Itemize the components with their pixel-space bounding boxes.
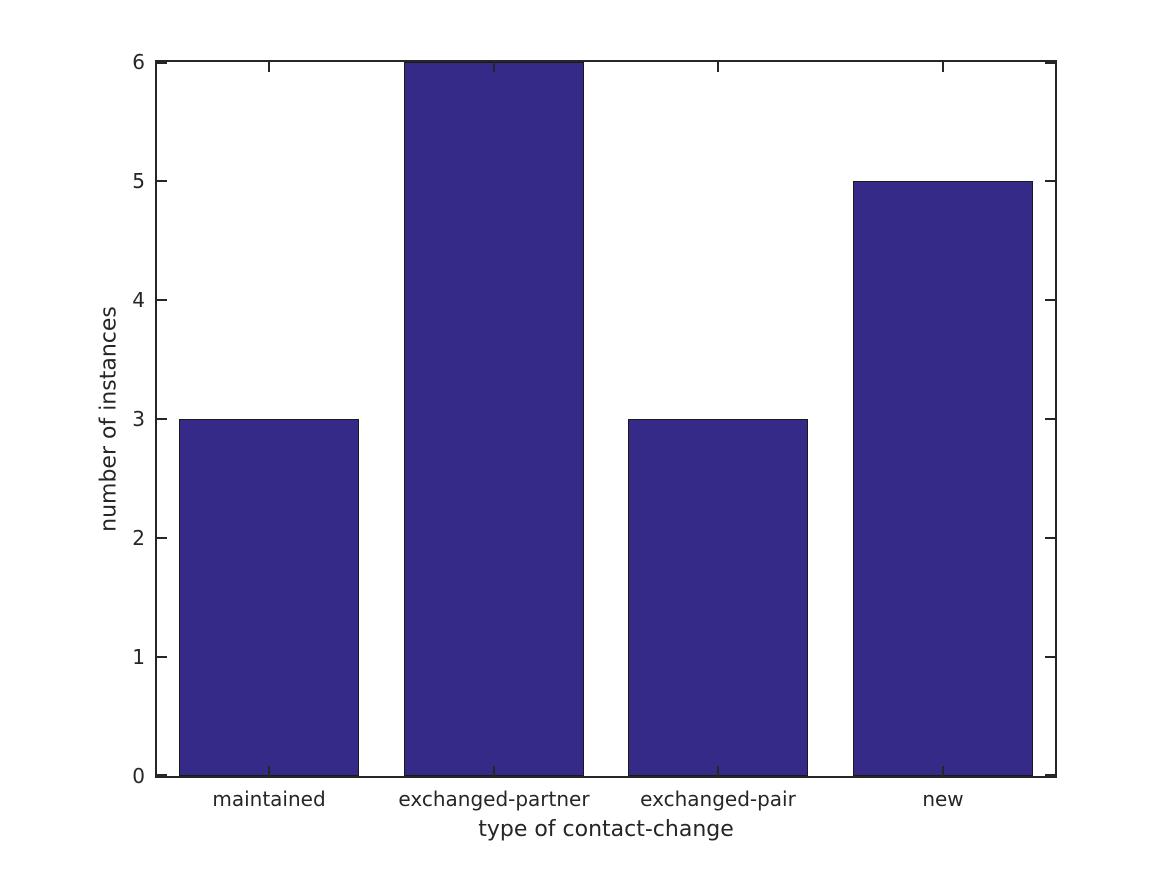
y-tick-mark — [1045, 62, 1055, 64]
y-tick-label: 0 — [132, 764, 145, 788]
y-tick-mark — [157, 774, 167, 776]
y-tick-mark — [157, 62, 167, 64]
x-tick-label: exchanged-partner — [398, 787, 590, 811]
x-axis-label: type of contact-change — [478, 817, 734, 842]
y-axis-label: number of instances — [96, 306, 122, 532]
y-tick-mark — [157, 180, 167, 182]
x-tick-mark — [493, 62, 495, 72]
y-tick-mark — [1045, 537, 1055, 539]
y-tick-label: 5 — [132, 169, 145, 193]
x-tick-label: maintained — [212, 787, 326, 811]
y-tick-mark — [157, 299, 167, 301]
x-tick-mark — [493, 766, 495, 776]
x-tick-mark — [942, 62, 944, 72]
x-tick-mark — [717, 62, 719, 72]
y-tick-label: 1 — [132, 645, 145, 669]
y-tick-mark — [1045, 774, 1055, 776]
y-tick-label: 2 — [132, 526, 145, 550]
x-tick-label: exchanged-pair — [640, 787, 796, 811]
y-tick-label: 6 — [132, 50, 145, 74]
y-tick-mark — [157, 418, 167, 420]
x-tick-mark — [942, 766, 944, 776]
y-tick-mark — [1045, 299, 1055, 301]
y-tick-mark — [1045, 180, 1055, 182]
y-tick-mark — [1045, 656, 1055, 658]
bar-new — [853, 181, 1033, 776]
y-tick-label: 4 — [132, 288, 145, 312]
x-tick-label: new — [922, 787, 964, 811]
bar-exchanged-pair — [628, 419, 808, 776]
x-tick-mark — [717, 766, 719, 776]
y-tick-mark — [1045, 418, 1055, 420]
y-tick-mark — [157, 656, 167, 658]
y-tick-label: 3 — [132, 407, 145, 431]
x-tick-mark — [268, 766, 270, 776]
y-tick-mark — [157, 537, 167, 539]
bar-maintained — [179, 419, 359, 776]
bar-exchanged-partner — [404, 62, 584, 776]
plot-area — [155, 60, 1057, 778]
x-tick-mark — [268, 62, 270, 72]
